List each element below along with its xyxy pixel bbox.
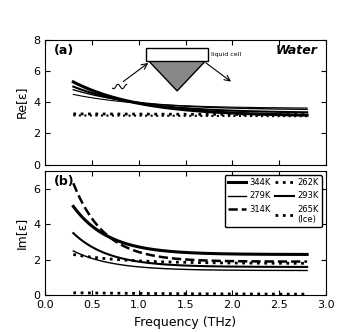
Legend: 344K, 279K, 314K, 262K, 293K, 265K
(Ice): 344K, 279K, 314K, 262K, 293K, 265K (Ice) xyxy=(225,175,321,227)
Y-axis label: Im[ε]: Im[ε] xyxy=(15,217,28,249)
Y-axis label: Re[ε]: Re[ε] xyxy=(15,86,28,119)
X-axis label: Frequency (THz): Frequency (THz) xyxy=(134,316,237,329)
Text: (b): (b) xyxy=(54,175,74,188)
Text: (a): (a) xyxy=(54,43,74,56)
Text: Water: Water xyxy=(275,43,317,56)
